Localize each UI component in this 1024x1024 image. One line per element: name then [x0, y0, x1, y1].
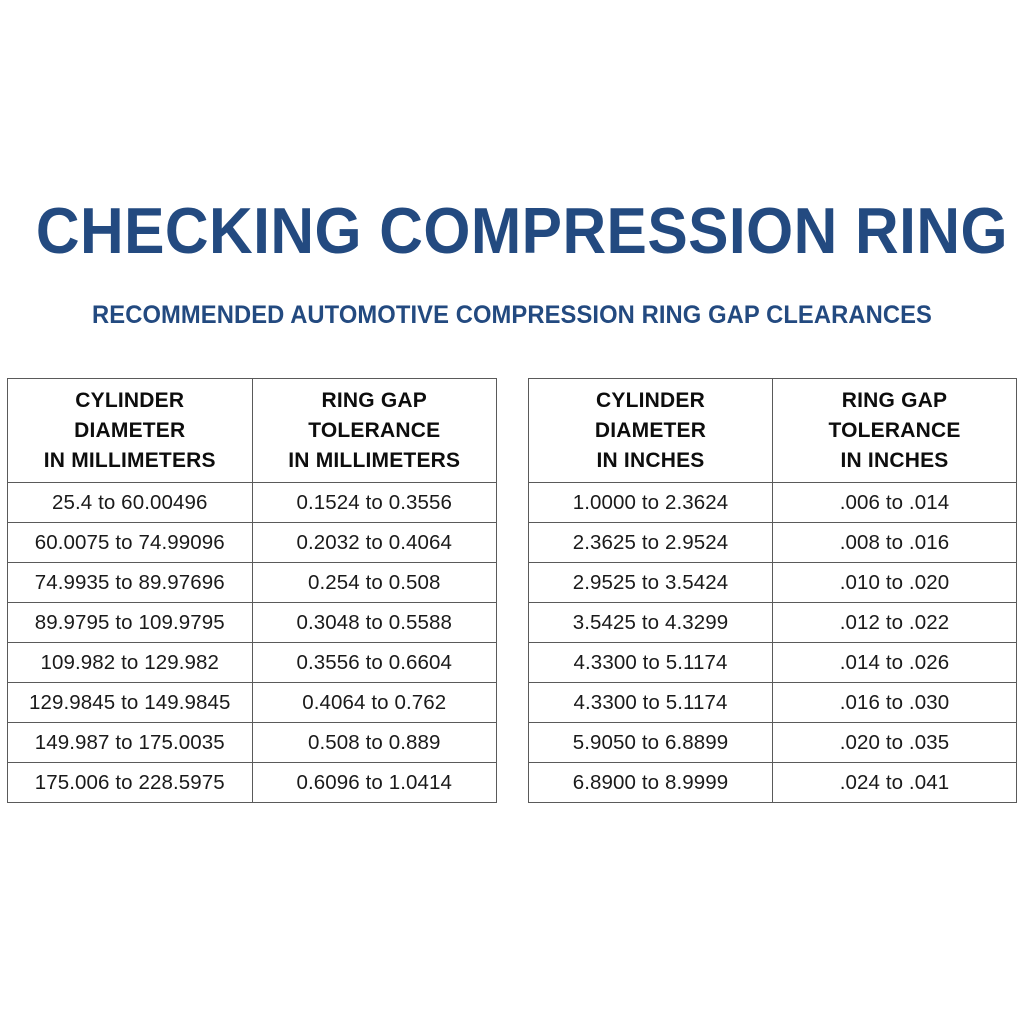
page-subtitle: RECOMMENDED AUTOMOTIVE COMPRESSION RING …: [92, 301, 932, 329]
cell-ring-gap-tolerance: .020 to .035: [772, 722, 1017, 763]
imperial-clearance-table: CYLINDER DIAMETER IN INCHES RING GAP TOL…: [528, 378, 1017, 803]
cell-ring-gap-tolerance: 0.3556 to 0.6604: [251, 642, 497, 683]
cell-cylinder-diameter: 4.3300 to 5.1174: [528, 682, 773, 723]
header-line: RING GAP: [321, 388, 427, 412]
cell-ring-gap-tolerance: 0.3048 to 0.5588: [251, 602, 497, 643]
title-block: CHECKING COMPRESSION RING GAPS: [0, 196, 1024, 266]
cell-cylinder-diameter: 5.9050 to 6.8899: [528, 722, 773, 763]
table-row: 25.4 to 60.00496 0.1524 to 0.3556: [7, 482, 497, 523]
header-line: IN MILLIMETERS: [288, 448, 461, 472]
cell-cylinder-diameter: 6.8900 to 8.9999: [528, 762, 773, 803]
metric-table-body: 25.4 to 60.00496 0.1524 to 0.3556 60.007…: [7, 482, 497, 803]
cell-ring-gap-tolerance: .014 to .026: [772, 642, 1017, 683]
cell-cylinder-diameter: 89.9795 to 109.9795: [7, 602, 253, 643]
cell-cylinder-diameter: 2.9525 to 3.5424: [528, 562, 773, 603]
cell-cylinder-diameter: 109.982 to 129.982: [7, 642, 253, 683]
table-row: 74.9935 to 89.97696 0.254 to 0.508: [7, 562, 497, 603]
cell-ring-gap-tolerance: 0.508 to 0.889: [251, 722, 497, 763]
cell-cylinder-diameter: 74.9935 to 89.97696: [7, 562, 253, 603]
cell-ring-gap-tolerance: 0.4064 to 0.762: [251, 682, 497, 723]
header-line: CYLINDER: [596, 388, 705, 412]
cell-ring-gap-tolerance: .012 to .022: [772, 602, 1017, 643]
column-header-ring-gap-tolerance-mm: RING GAP TOLERANCE IN MILLIMETERS: [251, 378, 497, 483]
cell-cylinder-diameter: 25.4 to 60.00496: [7, 482, 253, 523]
cell-cylinder-diameter: 175.006 to 228.5975: [7, 762, 253, 803]
table-row: 1.0000 to 2.3624 .006 to .014: [528, 482, 1017, 523]
cell-cylinder-diameter: 60.0075 to 74.99096: [7, 522, 253, 563]
table-row: 109.982 to 129.982 0.3556 to 0.6604: [7, 642, 497, 683]
cell-cylinder-diameter: 149.987 to 175.0035: [7, 722, 253, 763]
header-line: TOLERANCE: [308, 418, 441, 442]
imperial-table-body: 1.0000 to 2.3624 .006 to .014 2.3625 to …: [528, 482, 1017, 803]
cell-cylinder-diameter: 4.3300 to 5.1174: [528, 642, 773, 683]
table-row: 4.3300 to 5.1174 .016 to .030: [528, 682, 1017, 723]
header-line: DIAMETER: [594, 418, 707, 442]
cell-cylinder-diameter: 2.3625 to 2.9524: [528, 522, 773, 563]
cell-ring-gap-tolerance: .010 to .020: [772, 562, 1017, 603]
table-row: 2.9525 to 3.5424 .010 to .020: [528, 562, 1017, 603]
cell-cylinder-diameter: 129.9845 to 149.9845: [7, 682, 253, 723]
cell-ring-gap-tolerance: 0.2032 to 0.4064: [251, 522, 497, 563]
page-title: CHECKING COMPRESSION RING GAPS: [35, 194, 1024, 267]
column-header-ring-gap-tolerance-in: RING GAP TOLERANCE IN INCHES: [772, 378, 1017, 483]
table-header-row: CYLINDER DIAMETER IN MILLIMETERS RING GA…: [7, 378, 497, 483]
imperial-table-header: CYLINDER DIAMETER IN INCHES RING GAP TOL…: [528, 378, 1017, 483]
table-row: 149.987 to 175.0035 0.508 to 0.889: [7, 722, 497, 763]
cell-cylinder-diameter: 3.5425 to 4.3299: [528, 602, 773, 643]
table-row: 89.9795 to 109.9795 0.3048 to 0.5588: [7, 602, 497, 643]
header-line: RING GAP: [841, 388, 948, 412]
table-row: 3.5425 to 4.3299 .012 to .022: [528, 602, 1017, 643]
cell-ring-gap-tolerance: .006 to .014: [772, 482, 1017, 523]
cell-ring-gap-tolerance: 0.6096 to 1.0414: [251, 762, 497, 803]
header-line: TOLERANCE: [828, 418, 961, 442]
table-row: 5.9050 to 6.8899 .020 to .035: [528, 722, 1017, 763]
table-row: 2.3625 to 2.9524 .008 to .016: [528, 522, 1017, 563]
metric-clearance-table: CYLINDER DIAMETER IN MILLIMETERS RING GA…: [7, 378, 497, 803]
cell-ring-gap-tolerance: 0.1524 to 0.3556: [251, 482, 497, 523]
cell-ring-gap-tolerance: 0.254 to 0.508: [251, 562, 497, 603]
cell-cylinder-diameter: 1.0000 to 2.3624: [528, 482, 773, 523]
header-line: DIAMETER: [74, 418, 186, 442]
table-row: 6.8900 to 8.9999 .024 to .041: [528, 762, 1017, 803]
subtitle-block: RECOMMENDED AUTOMOTIVE COMPRESSION RING …: [0, 300, 1024, 330]
header-line: IN MILLIMETERS: [43, 448, 216, 472]
header-line: IN INCHES: [840, 448, 949, 472]
header-line: CYLINDER: [75, 388, 185, 412]
cell-ring-gap-tolerance: .008 to .016: [772, 522, 1017, 563]
table-row: 129.9845 to 149.9845 0.4064 to 0.762: [7, 682, 497, 723]
table-row: 175.006 to 228.5975 0.6096 to 1.0414: [7, 762, 497, 803]
table-row: 60.0075 to 74.99096 0.2032 to 0.4064: [7, 522, 497, 563]
metric-table-header: CYLINDER DIAMETER IN MILLIMETERS RING GA…: [7, 378, 497, 483]
header-line: IN INCHES: [596, 448, 705, 472]
column-header-cylinder-diameter-in: CYLINDER DIAMETER IN INCHES: [528, 378, 773, 483]
cell-ring-gap-tolerance: .016 to .030: [772, 682, 1017, 723]
table-row: 4.3300 to 5.1174 .014 to .026: [528, 642, 1017, 683]
column-header-cylinder-diameter-mm: CYLINDER DIAMETER IN MILLIMETERS: [7, 378, 253, 483]
cell-ring-gap-tolerance: .024 to .041: [772, 762, 1017, 803]
table-header-row: CYLINDER DIAMETER IN INCHES RING GAP TOL…: [528, 378, 1017, 483]
